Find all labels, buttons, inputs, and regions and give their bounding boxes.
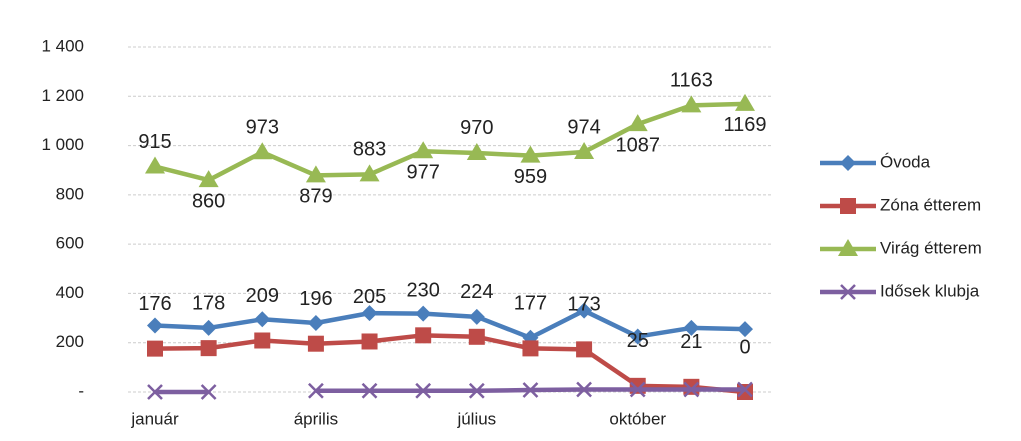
data-label: 860 xyxy=(192,190,225,212)
data-label: 0 xyxy=(739,336,750,358)
x-tick-label: április xyxy=(294,409,338,428)
marker xyxy=(683,381,700,398)
marker xyxy=(147,317,163,334)
marker xyxy=(627,114,648,132)
x-tick-label: október xyxy=(609,409,666,428)
y-tick-label: 1 200 xyxy=(41,86,84,105)
legend-label: Idősek klubja xyxy=(880,281,980,300)
marker xyxy=(468,382,485,399)
marker xyxy=(415,382,432,399)
data-label: 178 xyxy=(192,292,225,314)
marker xyxy=(307,315,324,331)
marker xyxy=(361,305,378,322)
data-label: 879 xyxy=(299,186,332,208)
legend-marker xyxy=(840,284,856,300)
marker xyxy=(361,382,378,399)
series-line xyxy=(154,308,746,341)
data-label: 974 xyxy=(567,116,600,138)
y-tick-label: - xyxy=(78,381,84,400)
data-label: 173 xyxy=(567,294,600,316)
data-label: 196 xyxy=(299,288,332,310)
marker xyxy=(576,381,592,398)
marker xyxy=(147,384,163,400)
marker xyxy=(681,95,702,113)
marker xyxy=(574,141,595,159)
data-label: 959 xyxy=(514,166,547,188)
marker xyxy=(359,164,380,182)
marker xyxy=(737,384,753,400)
series-line xyxy=(154,101,746,183)
data-label: 1163 xyxy=(670,70,713,92)
y-tick-label: 1 400 xyxy=(41,36,84,55)
marker xyxy=(200,340,217,357)
marker xyxy=(305,165,326,183)
data-label: 224 xyxy=(460,281,493,303)
legend-label: Óvoda xyxy=(880,152,931,171)
data-label: 177 xyxy=(514,293,547,315)
marker xyxy=(737,321,753,338)
marker xyxy=(683,319,700,336)
data-label: 205 xyxy=(353,286,386,308)
marker xyxy=(145,156,165,174)
marker xyxy=(200,319,217,336)
marker xyxy=(252,142,273,160)
data-label: 977 xyxy=(406,162,439,184)
marker xyxy=(522,340,539,357)
data-label: 21 xyxy=(680,331,702,353)
y-tick-label: 1 000 xyxy=(41,135,84,154)
marker xyxy=(522,382,539,398)
marker xyxy=(468,308,485,325)
marker xyxy=(308,382,324,399)
legend-label: Virág étterem xyxy=(880,238,982,257)
marker xyxy=(415,327,432,344)
marker xyxy=(466,142,487,160)
marker xyxy=(683,378,700,395)
legend-label: Zóna étterem xyxy=(880,195,981,214)
marker xyxy=(413,141,434,159)
marker xyxy=(737,381,753,398)
x-tick-label: július xyxy=(456,409,496,428)
marker xyxy=(520,145,541,163)
marker xyxy=(629,381,646,398)
marker xyxy=(361,333,378,350)
y-tick-label: 200 xyxy=(56,332,84,351)
x-tick-label: január xyxy=(130,409,179,428)
marker xyxy=(198,170,219,188)
data-label: 230 xyxy=(406,280,439,302)
marker xyxy=(147,340,163,357)
legend-marker xyxy=(840,198,856,214)
y-tick-label: 600 xyxy=(56,234,84,253)
data-label: 915 xyxy=(138,131,171,153)
data-label: 970 xyxy=(460,117,493,139)
marker xyxy=(468,328,485,345)
y-tick-label: 400 xyxy=(56,283,84,302)
data-label: 25 xyxy=(627,330,649,352)
data-label: 1169 xyxy=(723,114,766,136)
marker xyxy=(254,311,271,328)
marker xyxy=(307,335,324,352)
marker xyxy=(576,302,593,319)
y-tick-label: 800 xyxy=(56,184,84,203)
data-label: 176 xyxy=(138,293,171,315)
marker xyxy=(629,328,646,345)
data-label: 1087 xyxy=(615,134,660,156)
marker xyxy=(415,305,432,322)
legend-marker xyxy=(838,239,858,256)
data-label: 883 xyxy=(353,139,386,161)
marker xyxy=(254,332,271,349)
legend-marker xyxy=(840,155,856,171)
series-line xyxy=(154,333,746,395)
marker xyxy=(200,384,217,400)
data-label: 973 xyxy=(246,117,279,139)
marker xyxy=(576,341,593,358)
data-label: 209 xyxy=(246,285,279,307)
marker xyxy=(735,93,755,111)
